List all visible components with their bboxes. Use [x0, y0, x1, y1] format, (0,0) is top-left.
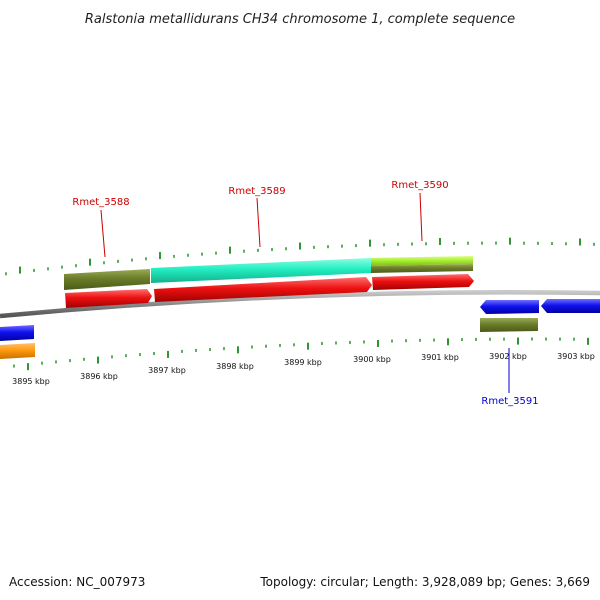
gene-arrow-rmet-3589	[154, 277, 372, 302]
tick-label: 3895 kbp	[12, 377, 50, 386]
cog-box-rmet-3590-bottom	[371, 264, 473, 273]
gene-arrow-rmet-3590	[372, 274, 474, 290]
cog-box-rmet-3590-top	[371, 256, 473, 266]
gene-arrow-left-reverse	[0, 325, 34, 341]
gene-arrow-rmet-3588	[65, 289, 152, 308]
cog-box-rmet-3589	[151, 258, 371, 283]
gene-label-rmet-3591[interactable]: Rmet_3591	[481, 396, 538, 407]
tick-label: 3899 kbp	[284, 358, 322, 367]
tick-label: 3900 kbp	[353, 355, 391, 364]
outer-tick-marks	[5, 237, 595, 276]
gene-label-rmet-3588[interactable]: Rmet_3588	[72, 197, 129, 208]
leader-line-rmet-3590	[419, 192, 423, 242]
tick-label: 3896 kbp	[80, 372, 118, 381]
gene-arrow-rmet-3591	[480, 300, 539, 314]
tick-label: 3903 kbp	[557, 352, 595, 361]
tick-label: 3901 kbp	[421, 353, 459, 362]
tick-labels: 3895 kbp 3896 kbp 3897 kbp 3898 kbp 3899…	[12, 352, 595, 386]
tick-label: 3898 kbp	[216, 362, 254, 371]
cog-box-rmet-3591	[480, 318, 538, 332]
genome-summary-text: Topology: circular; Length: 3,928,089 bp…	[259, 575, 590, 589]
cog-box-left-reverse	[0, 343, 35, 359]
gene-label-rmet-3590[interactable]: Rmet_3590	[391, 180, 448, 191]
map-title: Ralstonia metallidurans CH34 chromosome …	[85, 12, 515, 27]
leader-line-rmet-3589	[256, 197, 261, 248]
tick-label: 3897 kbp	[148, 366, 186, 375]
gene-label-rmet-3589[interactable]: Rmet_3589	[228, 186, 285, 197]
accession-text: Accession: NC_007973	[9, 575, 145, 589]
tick-label: 3902 kbp	[489, 352, 527, 361]
leader-line-rmet-3588	[100, 209, 106, 258]
inner-tick-marks	[13, 337, 589, 371]
cog-box-rmet-3588	[64, 269, 150, 290]
chromosome-backbone	[0, 289, 600, 319]
gene-arrow-rmet-3592	[541, 299, 600, 313]
